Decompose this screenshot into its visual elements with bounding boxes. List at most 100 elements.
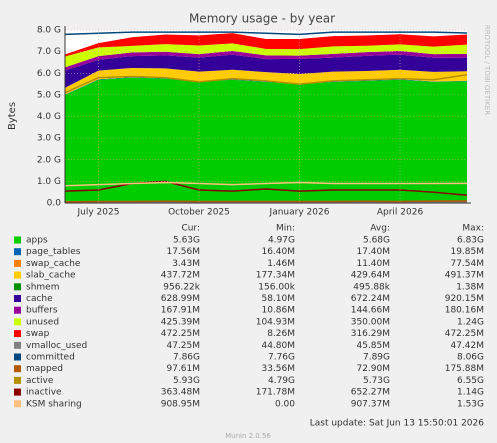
legend-swatch	[14, 295, 21, 302]
stat-value: 0.00	[275, 399, 295, 409]
stat-value: 45.85M	[356, 341, 390, 351]
legend-swatch	[14, 271, 21, 279]
stat-value: 156.00k	[258, 282, 295, 292]
stat-value: 908.95M	[161, 399, 200, 409]
stat-value: 72.90M	[356, 364, 390, 374]
stat-value: 104.93M	[256, 317, 295, 327]
stat-value: 3.43M	[172, 259, 200, 269]
stat-value: 437.72M	[161, 271, 200, 281]
y-tick-label: 8.0 G	[37, 26, 61, 36]
stat-value: 5.68G	[363, 236, 390, 246]
stat-value: 175.88M	[445, 364, 484, 374]
legend-label: mapped	[26, 364, 63, 374]
stat-value: 429.64M	[351, 271, 390, 281]
stat-value: 425.39M	[161, 317, 200, 327]
stat-value: 7.86G	[173, 353, 200, 363]
stat-value: 97.61M	[166, 364, 200, 374]
version: Munin 2.0.56	[225, 432, 271, 440]
legend-swatch	[14, 365, 21, 373]
stat-value: 167.91M	[161, 306, 200, 316]
legend-swatch	[14, 388, 21, 396]
stat-value: 628.99M	[161, 294, 200, 304]
stat-value: 652.27M	[351, 388, 390, 398]
stat-value: 672.24M	[351, 294, 390, 304]
stat-value: 58.10M	[261, 294, 295, 304]
legend-swatch	[14, 376, 21, 384]
legend-swatch	[14, 248, 21, 256]
stat-value: 7.76G	[268, 353, 295, 363]
y-tick-label: 6.0 G	[37, 69, 61, 79]
stat-value: 350.00M	[351, 317, 390, 327]
stat-header: Cur:	[181, 224, 200, 234]
stat-value: 1.38M	[456, 282, 484, 292]
stat-value: 316.29M	[351, 329, 390, 339]
stat-value: 4.97G	[268, 236, 295, 246]
legend-label: KSM sharing	[26, 399, 82, 409]
stat-value: 8.06G	[457, 353, 484, 363]
legend-label: unused	[26, 317, 59, 327]
x-tick-label: July 2025	[77, 208, 120, 218]
stat-header: Min:	[276, 224, 295, 234]
area	[65, 77, 467, 95]
legend-label: page_tables	[26, 247, 81, 257]
legend-label: active	[26, 376, 54, 386]
legend-label: apps	[26, 236, 48, 246]
legend-swatch	[14, 306, 21, 314]
legend-label: shmem	[26, 282, 59, 292]
x-tick-label: January 2026	[269, 208, 330, 218]
x-tick-label: April 2026	[377, 208, 424, 218]
stat-value: 1.24G	[457, 317, 484, 327]
stat-value: 177.34M	[256, 271, 295, 281]
legend-swatch	[14, 341, 21, 349]
stat-value: 6.55G	[457, 376, 484, 386]
legend-swatch	[14, 236, 21, 244]
y-tick-label: 7.0 G	[37, 47, 61, 57]
stat-value: 180.16M	[445, 306, 484, 316]
stat-value: 1.46M	[267, 259, 295, 269]
stat-value: 44.80M	[261, 341, 295, 351]
x-tick-label: October 2025	[168, 208, 230, 218]
legend-label: swap_cache	[26, 259, 81, 269]
stat-value: 5.93G	[173, 376, 200, 386]
area	[65, 54, 467, 88]
legend-label: buffers	[26, 306, 58, 316]
side-note: RRDTOOL / TOBI OETIKER	[483, 25, 491, 115]
stat-header: Avg:	[370, 224, 390, 234]
stat-value: 47.25M	[166, 341, 200, 351]
area	[65, 33, 467, 57]
stat-value: 171.78M	[256, 388, 295, 398]
stat-value: 47.42M	[450, 341, 484, 351]
stat-value: 472.25M	[161, 329, 200, 339]
stat-value: 11.40M	[356, 259, 390, 269]
stat-value: 8.26M	[267, 329, 295, 339]
legend-label: committed	[26, 353, 75, 363]
stat-value: 33.56M	[261, 364, 295, 374]
line	[64, 31, 468, 36]
stat-value: 363.48M	[161, 388, 200, 398]
stat-value: 1.14G	[457, 388, 484, 398]
stat-value: 920.15M	[445, 294, 484, 304]
legend-label: vmalloc_used	[26, 341, 87, 351]
stat-value: 5.73G	[363, 376, 390, 386]
stat-value: 472.25M	[445, 329, 484, 339]
legend-label: slab_cache	[26, 271, 76, 281]
stat-value: 1.53G	[457, 399, 484, 409]
stat-value: 6.83G	[457, 236, 484, 246]
stat-value: 17.40M	[356, 247, 390, 257]
y-tick-label: 2.0 G	[37, 155, 61, 165]
area	[65, 77, 467, 95]
stat-value: 4.79G	[268, 376, 295, 386]
stat-value: 17.56M	[166, 247, 200, 257]
footer: Last update: Sat Jun 13 15:50:01 2026	[310, 419, 485, 429]
stat-value: 7.89G	[363, 353, 390, 363]
stat-value: 495.88k	[353, 282, 390, 292]
legend-swatch	[14, 318, 21, 326]
stat-value: 144.66M	[351, 306, 390, 316]
stat-value: 77.54M	[450, 259, 484, 269]
stat-value: 19.85M	[450, 247, 484, 257]
area	[65, 50, 467, 71]
legend-label: swap	[26, 329, 50, 339]
stat-value: 5.63G	[173, 236, 200, 246]
stat-value: 10.86M	[261, 306, 295, 316]
